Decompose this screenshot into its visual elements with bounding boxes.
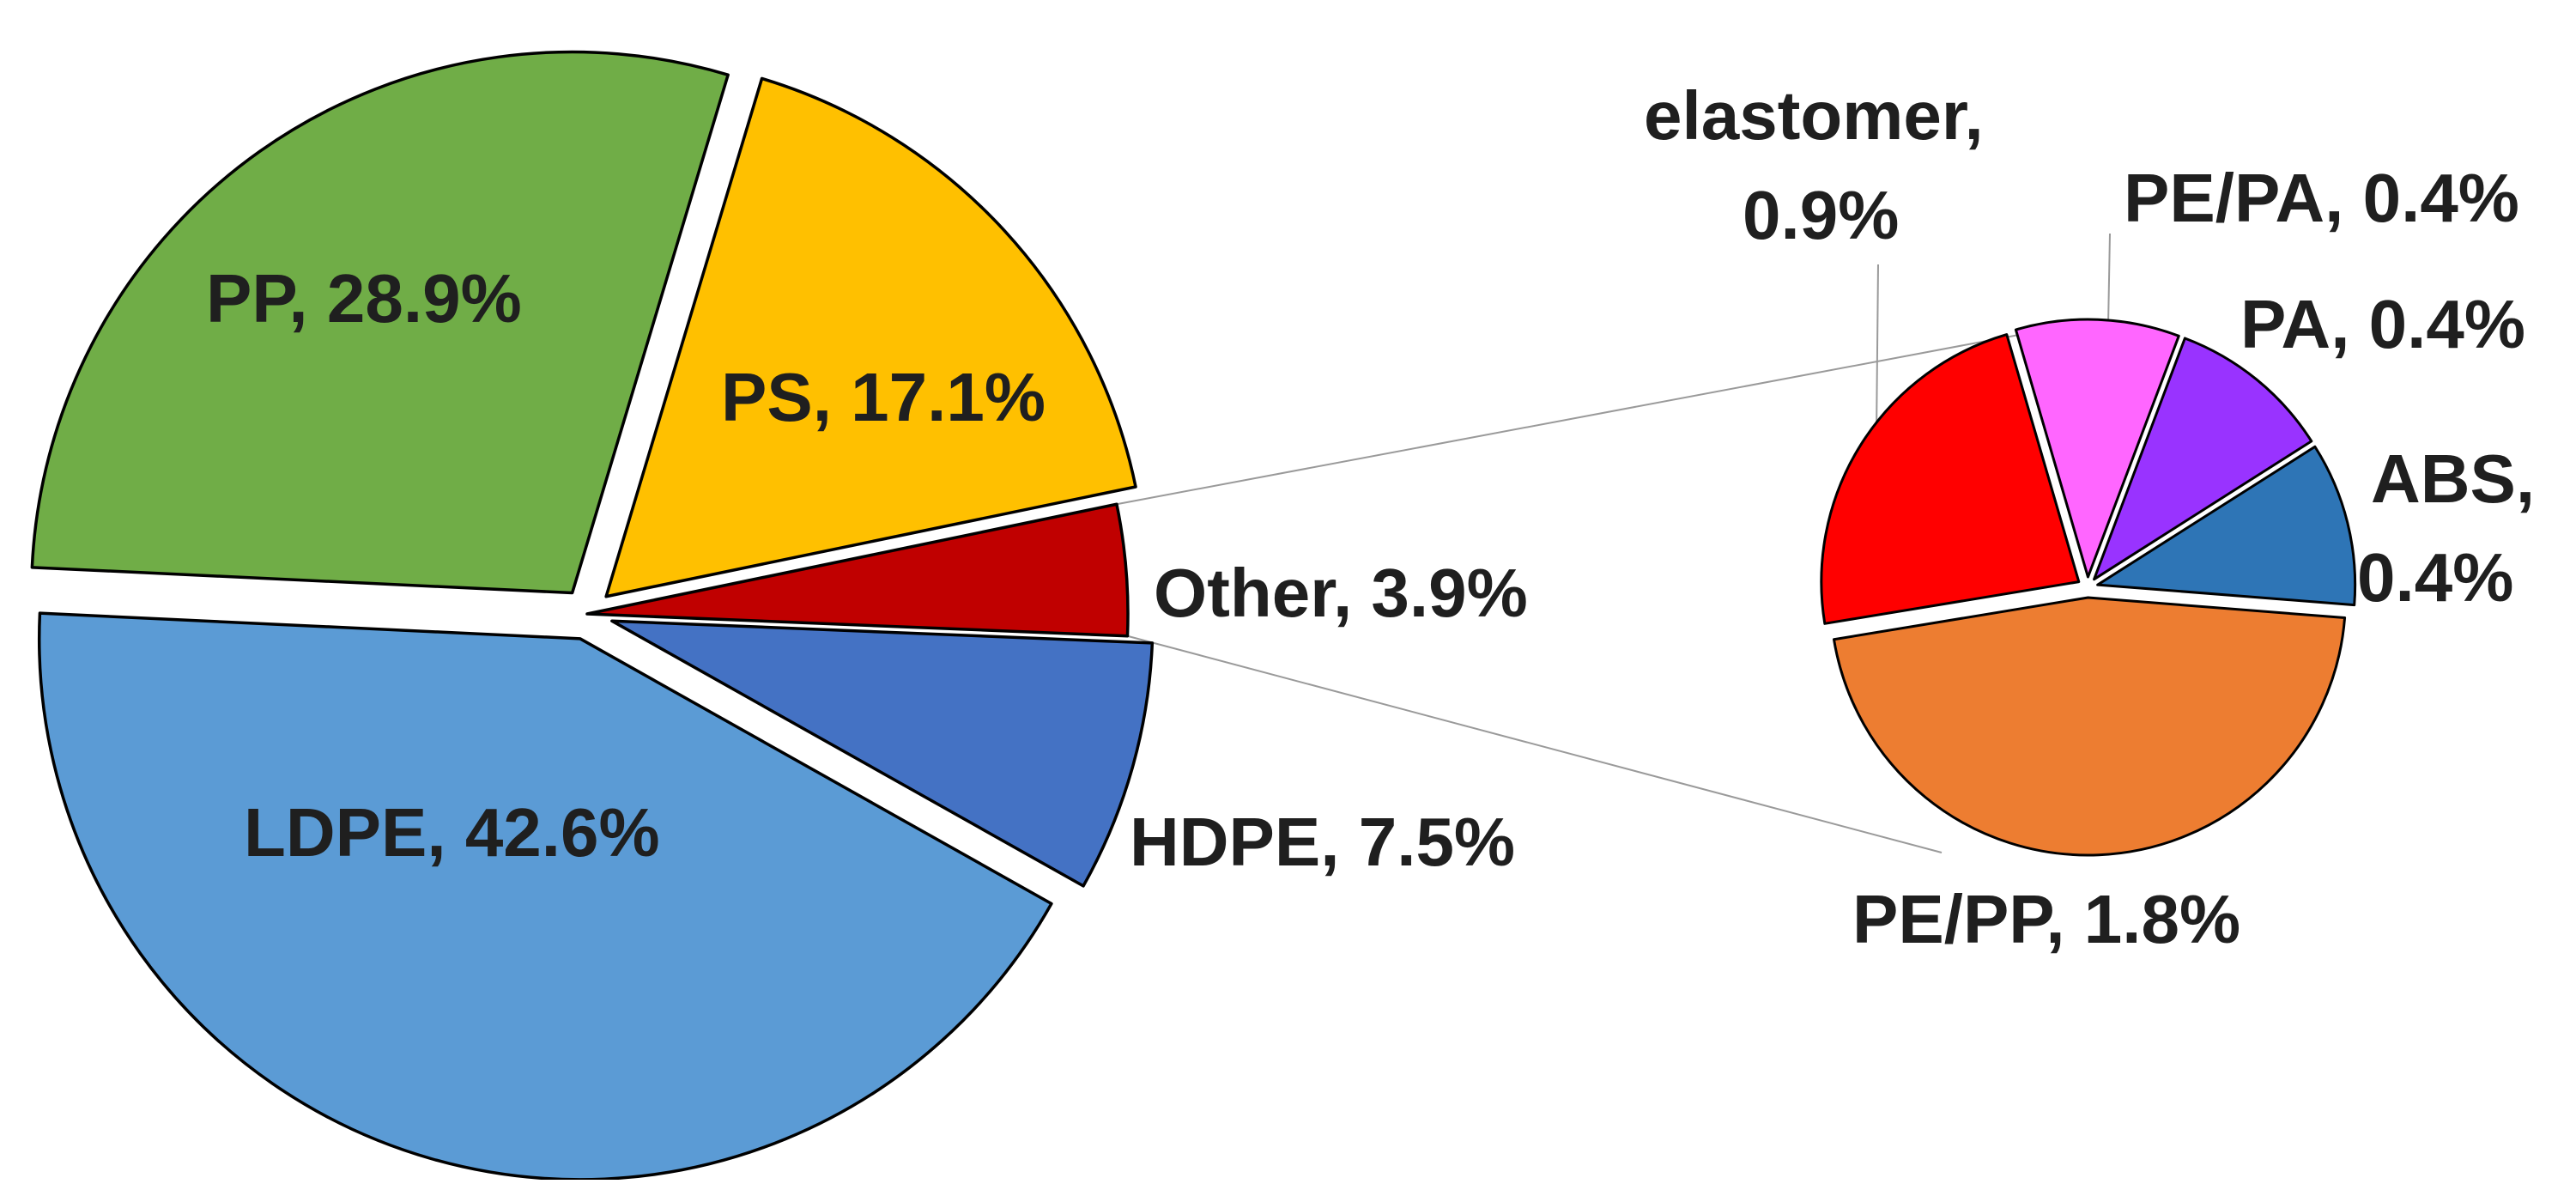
- breakdown-slice-pe-pa: [2014, 318, 2180, 579]
- breakdown-slice-pa: [2093, 337, 2313, 581]
- slice-ldpe: [38, 611, 1053, 1181]
- breakdown-pie: [1820, 318, 2357, 857]
- label-pe-pp: PE/PP, 1.8%: [1852, 881, 2240, 957]
- breakdown-slice-pe-pp: [1832, 596, 2347, 857]
- leader-line-elastomer: [1876, 264, 1879, 437]
- label-elastomer: elastomer, 0.9%: [1644, 77, 1984, 253]
- slice-pp: [30, 50, 730, 595]
- label-ldpe: LDPE, 42.6%: [244, 794, 660, 871]
- slice-other: [585, 502, 1130, 638]
- label-other: Other, 3.9%: [1154, 555, 1528, 631]
- slice-ps: [604, 76, 1137, 598]
- connector-lines: [1116, 233, 2111, 853]
- breakdown-slice-elastomer: [1820, 333, 2081, 625]
- label-pa: PA, 0.4%: [2240, 286, 2525, 362]
- data-labels: LDPE, 42.6% PP, 28.9% PS, 17.1% Other, 3.9%…: [206, 77, 2535, 957]
- label-pe-pa: PE/PA, 0.4%: [2124, 160, 2519, 236]
- connector-line-bottom: [1127, 635, 1943, 853]
- label-hdpe: HDPE, 7.5%: [1130, 804, 1515, 880]
- label-ps: PS, 17.1%: [721, 359, 1046, 435]
- slice-hdpe: [610, 619, 1155, 888]
- label-abs: ABS, 0.4%: [2357, 440, 2535, 616]
- connector-line-top: [1116, 334, 2020, 506]
- leader-line-pe-pa: [2107, 233, 2111, 327]
- main-pie: [30, 50, 1155, 1181]
- label-pp: PP, 28.9%: [206, 260, 522, 337]
- breakdown-slice-abs: [2096, 445, 2357, 607]
